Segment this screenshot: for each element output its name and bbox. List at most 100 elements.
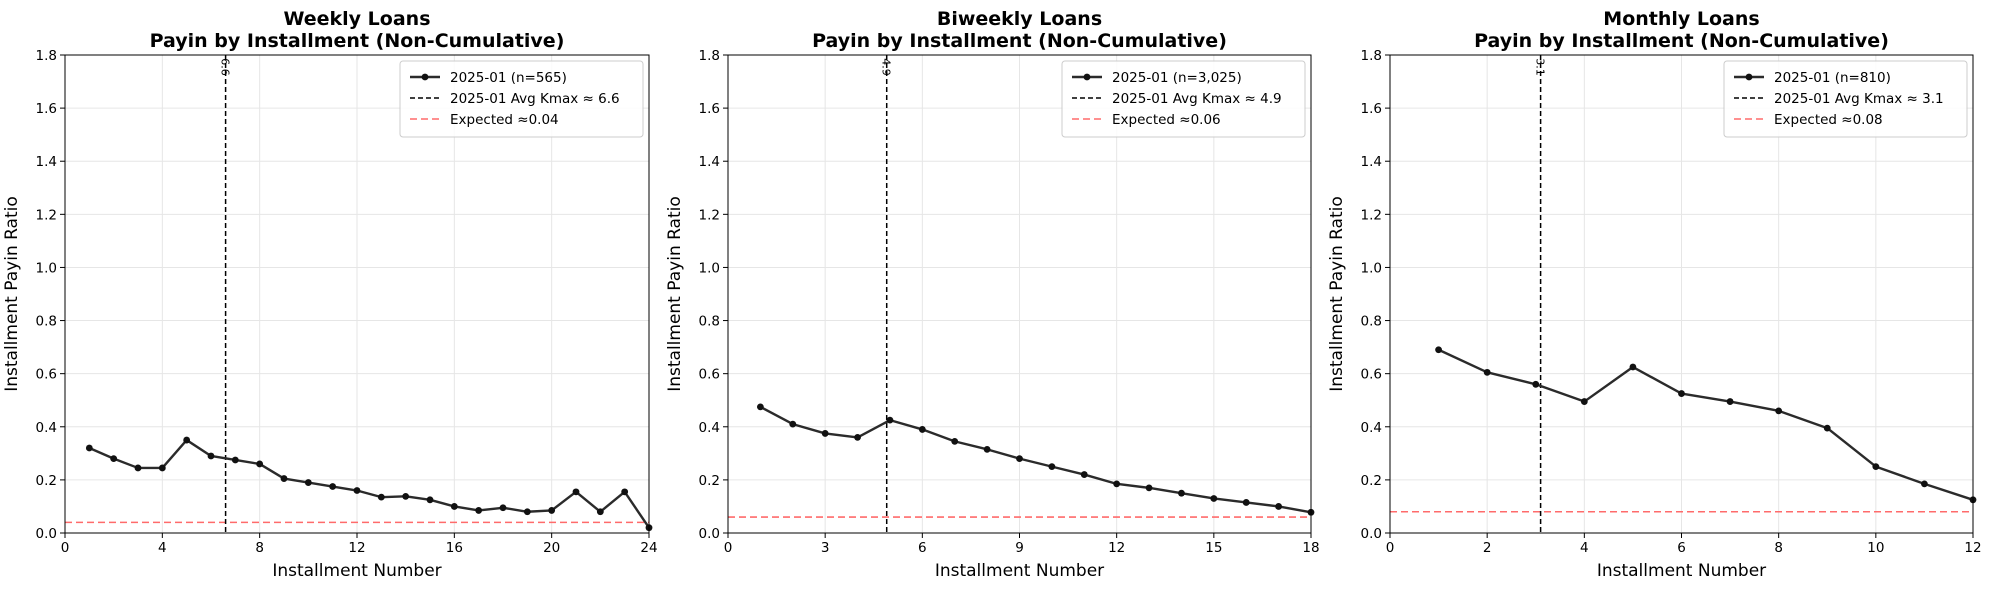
y-axis-label: Installment Payin Ratio (1327, 196, 1347, 392)
data-point (110, 455, 118, 463)
data-point (353, 487, 361, 494)
data-point (1048, 463, 1056, 471)
data-point (280, 475, 288, 482)
y-axis-label: Installment Payin Ratio (665, 196, 685, 392)
y-tick-label: 0.6 (36, 367, 57, 383)
legend-entry-kmax: 2025-01 Avg Kmax ≈ 3.1 (1774, 91, 1944, 107)
x-axis-label: Installment Number (1597, 561, 1766, 581)
y-tick-label: 1.4 (36, 154, 57, 170)
data-point (886, 416, 894, 424)
data-point (304, 479, 312, 486)
legend-entry-kmax: 2025-01 Avg Kmax ≈ 6.6 (450, 91, 620, 107)
x-tick-label: 6 (918, 540, 927, 556)
x-tick-label: 0 (724, 540, 733, 556)
x-tick-label: 9 (1015, 540, 1024, 556)
series-line (1438, 348, 1974, 501)
x-axis-label: Installment Number (935, 561, 1104, 581)
y-tick-label: 1.8 (699, 48, 720, 64)
data-point (207, 452, 215, 460)
y-tick-label: 1.8 (36, 48, 57, 64)
data-point (231, 456, 239, 464)
y-tick-label: 1.2 (1361, 207, 1382, 223)
x-tick-label: 4 (1580, 540, 1589, 556)
x-tick-label: 12 (348, 540, 365, 556)
x-tick-label: 0 (61, 540, 70, 556)
y-tick-label: 0.0 (699, 526, 720, 542)
x-tick-label: 16 (446, 540, 463, 556)
kmax-value-label: 6.6 (219, 58, 232, 76)
legend-box (1061, 60, 1306, 138)
data-point (596, 508, 604, 516)
y-tick-label: 0.2 (699, 473, 720, 489)
x-tick-label: 4 (158, 540, 167, 556)
data-point (1275, 503, 1283, 510)
data-point (1016, 455, 1023, 463)
data-point (756, 403, 764, 411)
chart-panel-1: 6.6 0 4 8 12 16 20 24 0.0 0.2 0.4 0.6 0.8 1.0 1.2 1.4 1.… (2, 8, 658, 581)
y-tick-label: 1.4 (1361, 154, 1382, 170)
y-tick-label: 0.0 (1361, 526, 1382, 542)
y-tick-label: 1.2 (36, 207, 57, 223)
data-point (499, 504, 507, 512)
legend-box (399, 60, 644, 138)
y-tick-label: 0.4 (699, 420, 720, 436)
data-point (854, 434, 861, 441)
data-point (1872, 463, 1880, 471)
legend-entry-expected: Expected ≈0.08 (1774, 112, 1883, 128)
data-point (918, 426, 926, 433)
y-tick-label: 0.2 (1361, 473, 1382, 489)
y-tick-label: 0.6 (699, 367, 720, 383)
data-point (183, 436, 191, 444)
data-point (621, 488, 629, 496)
legend-entry-expected: Expected ≈0.06 (1112, 112, 1221, 128)
legend-box (1723, 60, 1968, 138)
data-point (1726, 398, 1734, 405)
data-point (1178, 489, 1185, 497)
y-tick-label: 0.4 (1361, 420, 1382, 436)
x-tick-label: 8 (255, 540, 264, 556)
data-point (256, 460, 264, 468)
data-point (1629, 363, 1637, 371)
y-tick-label: 1.6 (1361, 101, 1382, 117)
y-tick-label: 1.0 (1361, 260, 1382, 276)
y-tick-label: 0.8 (1361, 314, 1382, 330)
chart-title: Weekly Loans Payin by Installment (Non-Cu… (150, 8, 565, 52)
legend: 2025-01 (n=3,025) 2025-01 Avg Kmax ≈ 4.9 E… (1061, 60, 1306, 138)
kmax-value-label: 4.9 (880, 58, 893, 76)
data-point (789, 420, 797, 428)
x-tick-label: 12 (1108, 540, 1125, 556)
data-point (1580, 398, 1588, 405)
y-tick-label: 1.6 (36, 101, 57, 117)
y-tick-label: 0.8 (699, 314, 720, 330)
y-tick-label: 0.8 (36, 314, 57, 330)
x-tick-label: 10 (1867, 540, 1884, 556)
x-tick-label: 12 (1964, 540, 1981, 556)
data-point (821, 430, 829, 437)
data-point (329, 483, 337, 490)
legend-entry-series: 2025-01 (n=3,025) (1112, 70, 1242, 86)
data-point (450, 503, 458, 510)
legend: 2025-01 (n=565) 2025-01 Avg Kmax ≈ 6.6 Exp… (399, 60, 644, 138)
chart-panel-3: 3.1 0 2 4 6 8 10 12 0.0 0.2 0.4 0.6 0.8 1.0 1.2 1.4 1.6 1… (1327, 8, 1982, 581)
data-point (1113, 480, 1121, 488)
data-point (158, 464, 166, 472)
y-tick-label: 1.4 (699, 154, 720, 170)
y-tick-label: 1.6 (699, 101, 720, 117)
data-point (402, 492, 410, 500)
chart-title: Biweekly Loans Payin by Installment (Non-… (812, 8, 1227, 52)
x-tick-label: 0 (1386, 540, 1395, 556)
x-tick-label: 3 (821, 540, 830, 556)
y-tick-label: 1.0 (699, 260, 720, 276)
series-line (88, 438, 650, 529)
data-point (475, 507, 483, 514)
chart-panel-2: 4.9 0 3 6 9 12 15 18 0.0 0.2 0.4 0.6 0.8 1.0 1.2 1.4 1.6… (665, 8, 1320, 581)
legend-entry-expected: Expected ≈0.04 (450, 112, 559, 128)
chart-title: Monthly Loans Payin by Installment (Non-C… (1474, 8, 1889, 52)
legend: 2025-01 (n=810) 2025-01 Avg Kmax ≈ 3.1 Exp… (1723, 60, 1968, 138)
y-tick-label: 1.0 (36, 260, 57, 276)
data-point (1210, 495, 1218, 502)
data-point (1678, 390, 1685, 397)
data-point (951, 437, 959, 445)
series-line (759, 405, 1312, 514)
